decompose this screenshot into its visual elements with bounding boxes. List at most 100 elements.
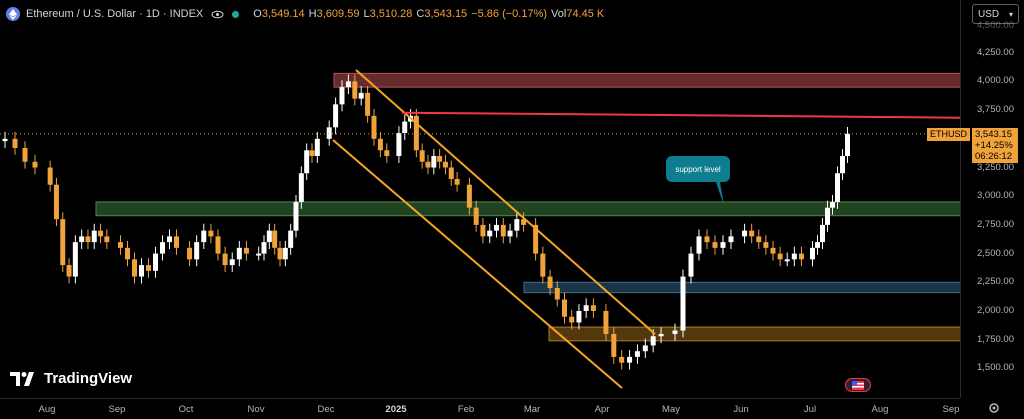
support-zone [95, 201, 960, 217]
candle-body [728, 236, 734, 243]
price-change-pct: +14.25% [975, 140, 1013, 151]
candle-body [72, 242, 78, 277]
candle-body [66, 265, 72, 277]
candle-body [749, 230, 755, 237]
candle-body [507, 230, 513, 237]
candle-body [480, 224, 486, 237]
candle-body [473, 207, 479, 225]
candle-body [282, 247, 288, 260]
candle-body [540, 253, 546, 277]
candle-body [402, 121, 408, 134]
candle-body [454, 178, 460, 185]
candle-body [352, 81, 358, 99]
tradingview-logo[interactable]: TradingView [10, 370, 132, 387]
candle-body [658, 333, 664, 337]
candle-body [266, 230, 272, 243]
tv-logo-icon [10, 371, 34, 386]
candle-body [326, 127, 332, 139]
candle-body [277, 247, 283, 260]
candle-body [194, 242, 200, 260]
candle-body [243, 247, 249, 254]
time-tick: 2025 [385, 404, 407, 415]
candle-body [576, 311, 582, 323]
time-tick: Apr [594, 404, 610, 415]
last-price-label: 3,543.15 +14.25% 06:26:12 [972, 128, 1018, 163]
time-tick: Nov [247, 404, 265, 415]
ohlc-close: C3,543.15 [416, 8, 468, 20]
price-chart[interactable] [0, 0, 960, 398]
candle-body [118, 242, 123, 248]
candle-body [60, 219, 66, 266]
candle-body [431, 156, 437, 168]
candle-body [547, 276, 553, 289]
candle-body [521, 219, 527, 225]
time-tick: Mar [523, 404, 541, 415]
candle-body [448, 167, 454, 179]
candle-body [222, 253, 228, 266]
last-price: 3,543.15 [975, 129, 1012, 140]
eye-icon[interactable] [211, 8, 224, 21]
candle-body [298, 173, 304, 202]
candle-body [650, 336, 656, 346]
candle-body [2, 138, 8, 142]
ohlc-low: L3,510.28 [363, 8, 413, 20]
price-tick: 4,250.00 [977, 46, 1014, 58]
candle-body [256, 253, 262, 256]
us-flag-icon[interactable] [845, 378, 871, 392]
candle-body [309, 150, 315, 157]
symbol-title[interactable]: Ethereum / U.S. Dollar · 1D · INDEX [26, 8, 204, 20]
time-tick: Jun [733, 404, 749, 415]
candle-body [132, 259, 137, 277]
gear-icon[interactable] [988, 401, 1000, 413]
candle-body [603, 311, 609, 334]
candle-body [314, 138, 320, 157]
price-tick: 1,500.00 [977, 362, 1014, 374]
candle-body [139, 265, 144, 277]
candle-body [174, 236, 179, 248]
price-tick: 2,000.00 [977, 305, 1014, 316]
candle-body [153, 253, 158, 271]
support-level-callout[interactable]: support level [666, 156, 730, 182]
candle-body [396, 133, 402, 157]
price-tick: 2,500.00 [977, 247, 1014, 259]
time-tick: Sep [942, 404, 960, 415]
candle-body [91, 230, 97, 243]
candle-body [712, 242, 718, 248]
resistance-zone [333, 72, 960, 88]
time-tick: May [662, 404, 680, 415]
currency-value: USD [978, 8, 1000, 20]
candle-body [590, 305, 596, 311]
candle-body [160, 242, 165, 254]
price-tick: 4,000.00 [977, 75, 1014, 87]
candle-body [815, 242, 820, 248]
currency-selector[interactable]: USD ▾ [972, 4, 1019, 24]
candle-body [742, 230, 748, 237]
candle-body [79, 236, 85, 243]
time-axis[interactable]: Aug Sep Oct Nov Dec 2025 Feb Mar Apr May Jun Jul Aug… [0, 398, 960, 417]
ohlc-open: O3,549.14 [253, 8, 305, 20]
price-axis[interactable]: 4,250.004,000.003,750.003,500.003,250.00… [960, 0, 1024, 398]
candle-body [358, 92, 364, 99]
candle-body [187, 247, 193, 260]
candle-body [514, 219, 520, 231]
price-tick: 2,750.00 [977, 218, 1014, 230]
chevron-down-icon: ▾ [1008, 9, 1013, 19]
ohlc-high: H3,609.59 [308, 8, 360, 20]
candle-body [98, 230, 104, 237]
candle-body [293, 201, 299, 231]
price-tick: 3,000.00 [977, 190, 1014, 202]
candle-body [371, 115, 377, 139]
candle-body [720, 242, 726, 248]
candle-body [22, 147, 28, 162]
time-tick: Feb [457, 404, 475, 415]
demand-zone [523, 281, 960, 294]
time-tick: Aug [871, 404, 889, 415]
candle-body [425, 161, 431, 168]
candle-body [627, 356, 633, 363]
candle-body [304, 150, 310, 174]
candle-body [845, 133, 850, 157]
candle-body [377, 138, 383, 151]
bar-countdown: 06:26:12 [975, 151, 1012, 162]
candle-body [820, 224, 825, 243]
price-tick: 2,250.00 [977, 276, 1014, 288]
